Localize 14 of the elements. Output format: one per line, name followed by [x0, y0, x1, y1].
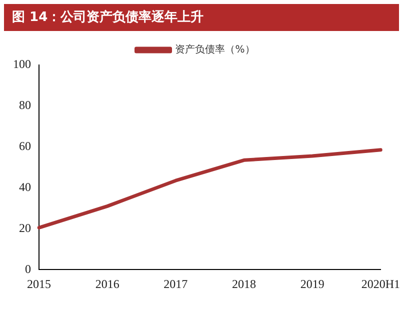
chart-title: 图 14：公司资产负债率逐年上升	[4, 4, 399, 31]
x-tick-label: 2019	[300, 276, 324, 291]
x-tick-label: 2016	[95, 276, 120, 291]
legend-label: 资产负债率（%）	[175, 44, 255, 56]
y-tick-label: 40	[19, 180, 31, 194]
x-tick-label: 2018	[232, 276, 256, 291]
y-tick-label: 20	[19, 220, 31, 235]
x-tick-label: 2015	[27, 276, 51, 291]
y-tick-label: 0	[25, 262, 31, 276]
y-tick-label: 80	[19, 98, 31, 112]
y-tick-label: 60	[19, 138, 31, 153]
x-tick-label: 2020H1	[361, 276, 400, 291]
x-tick-label: 2017	[164, 276, 188, 291]
y-tick-label: 100	[13, 57, 31, 72]
